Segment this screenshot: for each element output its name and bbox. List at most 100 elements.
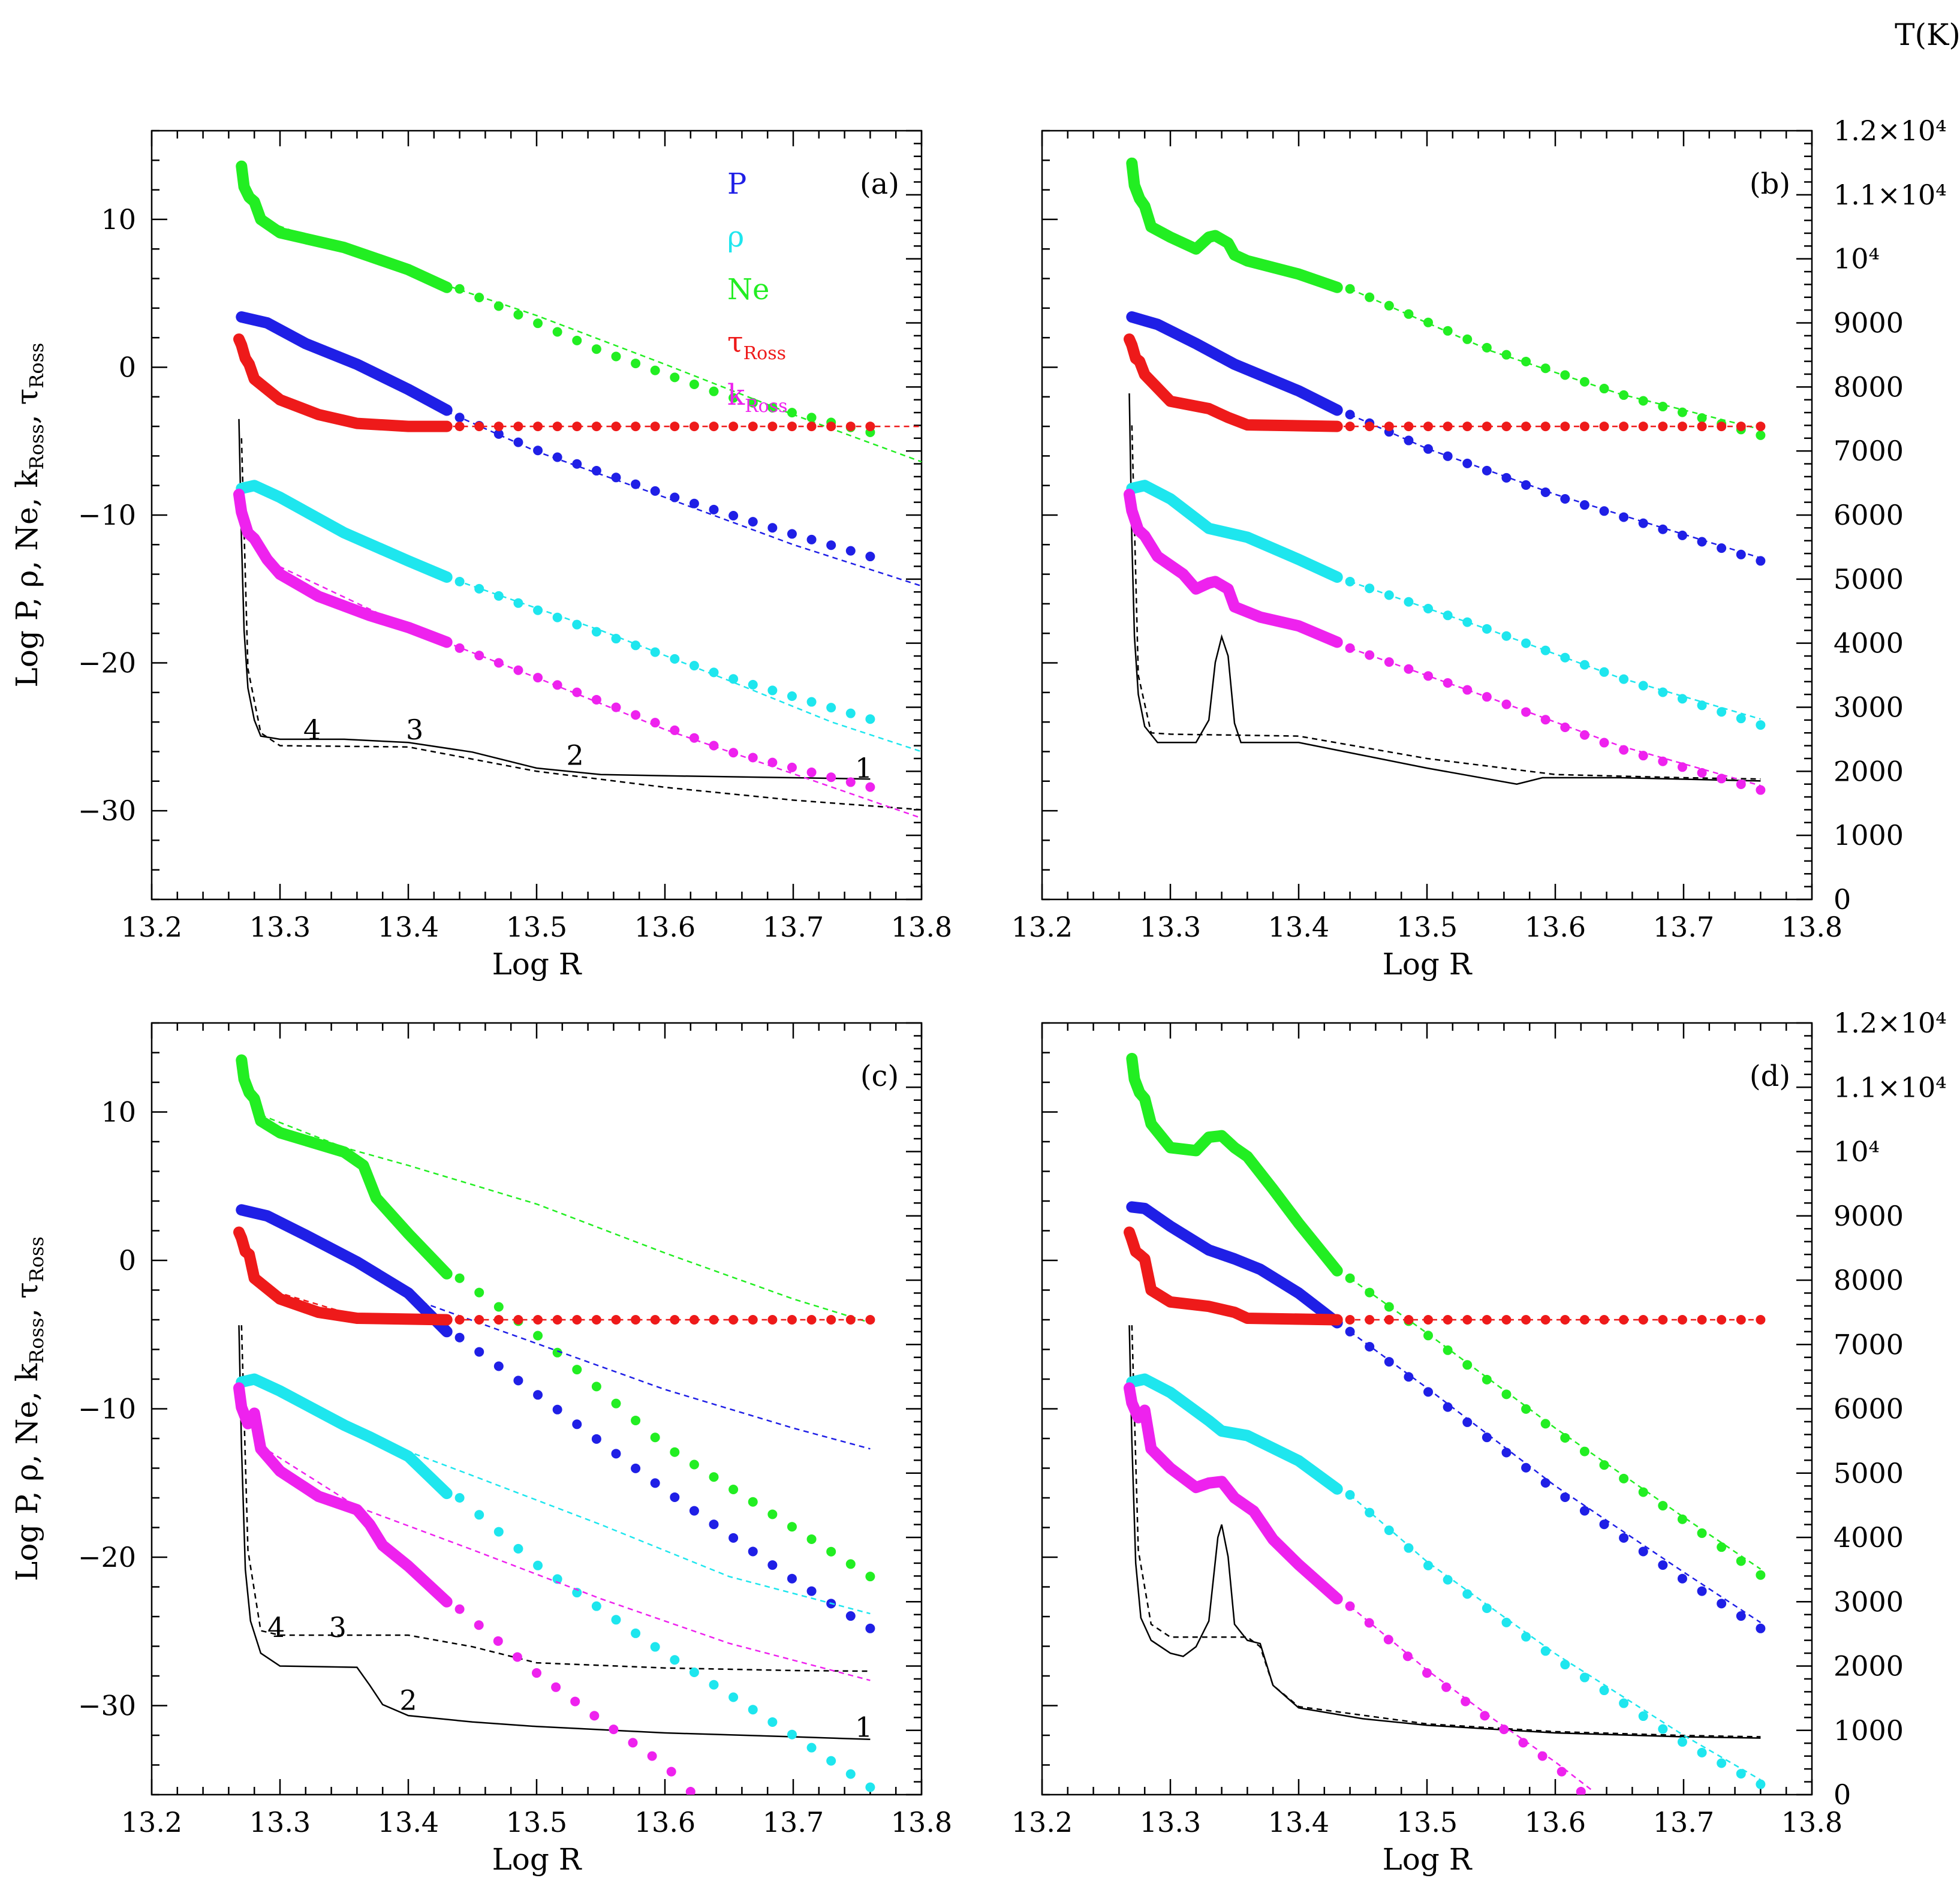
series-rho-reference-line: [1349, 1494, 1762, 1781]
series-P-wind-point: [552, 1404, 562, 1415]
series-k-wind-point: [670, 725, 680, 735]
region-annotation: 1: [855, 752, 872, 784]
series-tau-wind-point: [513, 1315, 523, 1325]
series-Ne-wind-point: [767, 402, 778, 413]
series-P-model-line: [1126, 311, 1343, 416]
series-tau-wind-point: [845, 422, 856, 432]
series-k: [233, 489, 922, 819]
series-Ne-wind-point: [1443, 1345, 1453, 1355]
series-k-wind-point: [1556, 1766, 1567, 1777]
series-rho-wind-point: [670, 654, 680, 664]
series-P-wind-point: [1482, 465, 1492, 475]
series-Ne-wind-point: [552, 1347, 562, 1358]
series-tau-wind-point: [748, 1315, 758, 1325]
series-k-wind-point: [454, 643, 465, 653]
series-Ne-wind-point: [1540, 363, 1550, 374]
series-Ne-wind-point: [1658, 1501, 1668, 1511]
series-tau-wind-point: [1717, 422, 1727, 432]
series-k-wind-point: [1482, 692, 1492, 702]
x-axis-label: Log R: [1383, 947, 1473, 982]
series-k-wind-point: [1658, 756, 1668, 766]
series-k-wind-point: [787, 762, 797, 772]
series-P-wind-point: [1756, 1623, 1766, 1633]
series-rho-wind-point: [1501, 631, 1512, 641]
series-P-wind-point: [650, 1478, 660, 1488]
series-Ne-wind-point: [474, 293, 484, 303]
x-tick-label: 13.8: [1781, 1806, 1842, 1838]
series-k-wind-point: [1540, 715, 1550, 725]
chart-panel-c: 13.2 13.3 13.4 13.5 13.6 13.7 13.8 10 0 −10 −20 −30…: [10, 1022, 952, 1877]
series-rho-wind-point: [1697, 700, 1707, 711]
series-Ne-wind-point: [552, 327, 562, 337]
series-Ne: [1126, 157, 1766, 440]
region-annotation: 4: [267, 1611, 285, 1644]
series-k-wind-point: [647, 1751, 657, 1761]
series-k-wind-point: [650, 718, 660, 728]
chart-panel-d: 13.2 13.3 13.4 13.5 13.6 13.7 13.80 1000 2000 300…: [1011, 1007, 1947, 1877]
series-rho-wind-point: [1658, 1724, 1668, 1734]
t-tick-label: 6000: [1833, 499, 1904, 531]
series-tau-wind-point: [552, 422, 562, 432]
series-tau-wind-point: [611, 422, 621, 432]
series-k-wind-point: [806, 768, 817, 778]
series-rho-wind-point: [1404, 597, 1414, 607]
series-Ne-wind-point: [748, 1497, 758, 1507]
t-tick-label: 1000: [1833, 819, 1904, 851]
series-k-wind-point: [689, 733, 699, 743]
series-tau-wind-point: [572, 422, 582, 432]
x-axis-label: Log R: [492, 947, 582, 982]
series-P-wind-point: [1736, 549, 1746, 559]
plot-area: [233, 1054, 875, 1795]
series-P-wind-point: [1717, 543, 1727, 553]
series-rho-wind-point: [533, 1560, 543, 1570]
t-tick-label: 8000: [1833, 371, 1904, 403]
series-Ne-wind-point: [1658, 402, 1668, 412]
series-tau-wind-point: [689, 1315, 699, 1325]
series-rho-wind-point: [767, 1717, 778, 1727]
series-k-wind-point: [552, 680, 562, 690]
x-axis-label: Log R: [1383, 1842, 1473, 1877]
series-tau-wind-point: [474, 422, 484, 432]
series-rho-wind-point: [493, 591, 504, 601]
series-rho-wind-point: [631, 1628, 641, 1638]
series-tau-wind-point: [826, 1315, 836, 1325]
series-rho-wind-point: [787, 691, 797, 701]
x-tick-label: 13.4: [378, 1806, 439, 1838]
series-P-wind-point: [454, 413, 465, 423]
series-tau-wind-point: [1560, 422, 1570, 432]
x-tick-label: 13.5: [506, 1806, 567, 1838]
series-rho-wind-point: [806, 697, 817, 707]
series-rho-wind-point: [1443, 610, 1453, 621]
series-P-wind-point: [1619, 512, 1629, 522]
series-tau-model-line: [1124, 1226, 1343, 1326]
series-rho-wind-point: [670, 1655, 680, 1665]
series-Ne-wind-point: [1579, 377, 1589, 387]
series-k-wind-point: [1384, 657, 1394, 667]
series-Ne-wind-point: [1677, 407, 1687, 417]
series-rho-wind-point: [454, 576, 465, 586]
series-rho-wind-point: [1560, 652, 1570, 663]
series-k-wind-point: [1499, 1725, 1509, 1735]
series-rho-wind-point: [631, 640, 641, 651]
series-P-wind-point: [767, 1560, 778, 1570]
series-P-wind-point: [845, 546, 856, 556]
series-rho-wind-point: [709, 1680, 719, 1690]
panel-tag: (d): [1750, 1060, 1790, 1093]
series-P-wind-point: [1521, 480, 1531, 490]
y-tick-label: 10: [101, 203, 136, 236]
series-P-wind-point: [591, 466, 601, 476]
y-tick-label: 10: [101, 1096, 136, 1128]
series-P-wind-point: [1736, 1611, 1746, 1621]
series-P-wind-point: [1501, 472, 1512, 483]
series-Ne-wind-point: [1560, 1432, 1570, 1443]
series-tau-wind-point: [533, 1315, 543, 1325]
series-Ne-model-line: [236, 160, 453, 293]
legend-label-P: P: [727, 167, 746, 201]
series-rho: [236, 1373, 875, 1792]
t-tick-label: 0: [1833, 883, 1851, 916]
series-P-wind-point: [1540, 1477, 1550, 1488]
series-P-wind-point: [474, 1347, 484, 1357]
series-Ne-wind-point: [1736, 1556, 1746, 1566]
series-k-model-line: [1124, 1382, 1343, 1605]
series-Ne-model-line: [236, 1054, 453, 1280]
